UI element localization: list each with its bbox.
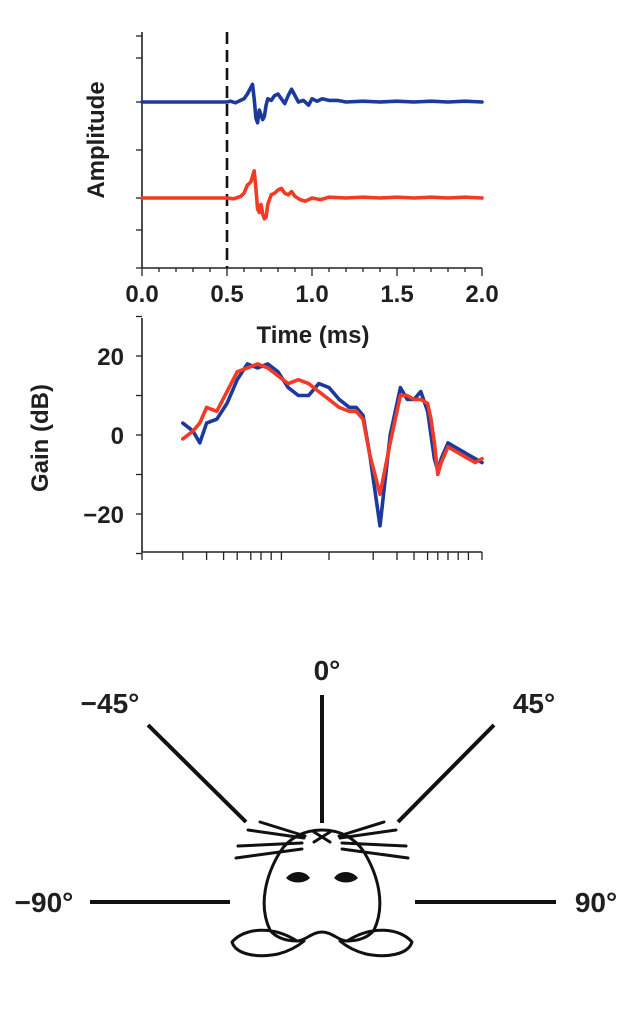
whiskers-left	[234, 820, 307, 860]
impulse-x-tick-label: 0.5	[210, 281, 243, 308]
gain-y-tick-label: 0	[111, 423, 124, 450]
eye-left	[286, 872, 310, 883]
impulse-x-tick-label: 1.5	[380, 281, 413, 308]
animal-head-illustration	[230, 820, 414, 958]
ear-right	[338, 928, 414, 958]
gain-y-tick-label: −20	[83, 502, 124, 529]
eye-right	[334, 872, 358, 883]
head-outline	[262, 828, 382, 943]
gain-y-tick-label: 20	[97, 344, 124, 371]
gain-y-ticks: −20 0 20	[83, 315, 142, 555]
ear-left	[230, 928, 306, 958]
gain-series	[181, 362, 484, 528]
impulse-x-tick-label: 1.0	[295, 281, 328, 308]
direction-diagram: 0° −45° 45° −90° 90°	[15, 655, 617, 958]
gain-x-ticks	[141, 552, 483, 560]
direction-label-45: 45°	[513, 688, 555, 719]
gain-chart: −20 0 20 Gain (dB)	[27, 315, 484, 560]
impulse-trace-red	[140, 169, 484, 221]
nose	[312, 830, 332, 844]
impulse-x-label: Time (ms)	[257, 322, 370, 349]
gain-y-label: Gain (dB)	[27, 384, 54, 492]
direction-label-minus90: −90°	[15, 887, 74, 918]
gain-trace-red	[181, 362, 484, 497]
impulse-x-ticks: 0.0 0.5 1.0 1.5 2.0	[125, 268, 499, 308]
impulse-chart: 0.0 0.5 1.0 1.5 2.0 Amplitude Time (ms)	[83, 32, 499, 349]
direction-line-45	[396, 723, 496, 824]
direction-label-minus45: −45°	[81, 688, 140, 719]
direction-line-minus45	[146, 723, 248, 824]
direction-label-90: 90°	[575, 887, 617, 918]
impulse-x-tick-label: 2.0	[465, 281, 498, 308]
whiskers-right	[337, 820, 410, 860]
direction-label-0: 0°	[314, 655, 341, 686]
impulse-series	[140, 82, 484, 221]
impulse-trace-blue	[140, 82, 484, 125]
impulse-y-label: Amplitude	[83, 81, 110, 198]
impulse-x-tick-label: 0.0	[125, 281, 158, 308]
impulse-y-ticks	[136, 35, 142, 269]
